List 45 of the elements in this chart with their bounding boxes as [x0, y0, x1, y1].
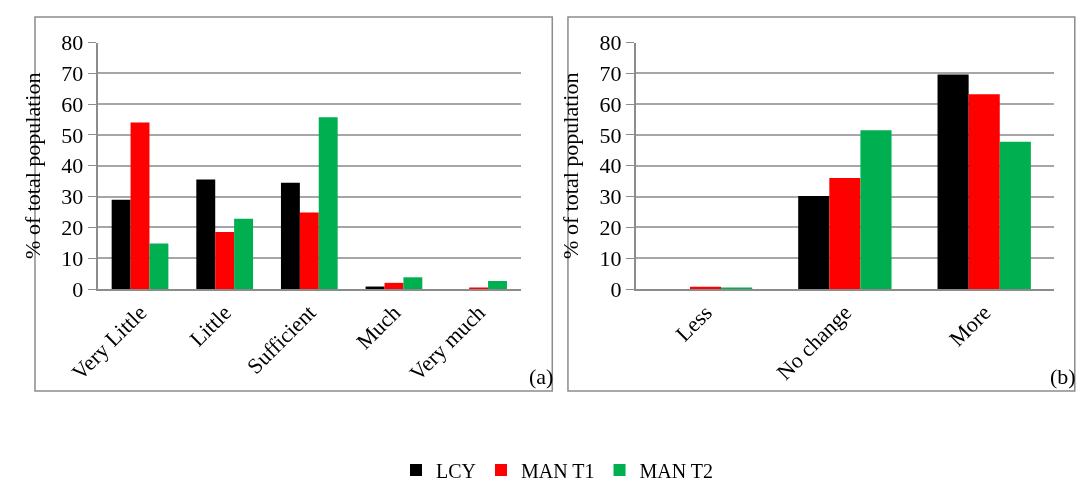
y-tick-label: 60 [599, 91, 622, 117]
bar [689, 286, 722, 289]
y-tick-label: 0 [72, 276, 84, 302]
y-tick-label: 0 [610, 276, 622, 302]
text: (a) [529, 364, 554, 389]
x-tick-label: Less [670, 300, 717, 347]
y-tick-label: 70 [599, 61, 622, 87]
y-tick-label: 60 [61, 91, 84, 117]
legend-label: LCY [436, 459, 476, 482]
bar [937, 74, 969, 289]
bar [111, 199, 131, 289]
bar [384, 282, 404, 289]
bar [798, 195, 830, 289]
y-axis-title: % of total population [557, 72, 583, 259]
bar [196, 179, 216, 289]
bar [968, 94, 1000, 289]
y-tick-label: 20 [599, 215, 622, 241]
y-tick-label: 30 [599, 184, 622, 210]
y-tick-label: 50 [61, 122, 84, 148]
legend-label: MAN T2 [639, 459, 714, 482]
bar [299, 212, 319, 289]
y-tick-label: 10 [61, 245, 84, 271]
y-tick-label: 30 [61, 184, 84, 210]
bar [829, 178, 861, 289]
bar [318, 117, 338, 289]
bar [234, 218, 254, 289]
y-tick-label: 80 [599, 30, 622, 56]
bar [488, 280, 507, 289]
y-tick-label: 80 [61, 30, 84, 56]
bar [130, 122, 150, 289]
y-tick-label: 20 [61, 215, 84, 241]
y-tick-label: 70 [61, 61, 84, 87]
bar [999, 141, 1031, 289]
bar [149, 243, 169, 289]
text: (b) [1050, 364, 1076, 389]
y-tick-label: 10 [599, 245, 622, 271]
y-axis-title: % of total population [19, 72, 45, 259]
bar [860, 130, 892, 289]
y-tick-label: 40 [599, 153, 622, 179]
legend-label: MAN T1 [521, 459, 595, 482]
bar [215, 232, 235, 289]
bar [280, 182, 300, 289]
y-tick-label: 50 [599, 122, 622, 148]
bar [403, 277, 423, 289]
y-tick-label: 40 [61, 153, 84, 179]
